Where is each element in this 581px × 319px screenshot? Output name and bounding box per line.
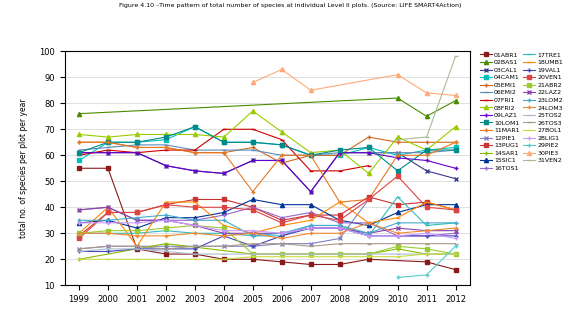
Legend: 01ABR1, 02BAS1, 03CAL1, 04CAM1, 05EMI1, 06EMI2, 07FRI1, 08FRI2, 09LAZ1, 10LOM1, : 01ABR1, 02BAS1, 03CAL1, 04CAM1, 05EMI1, …: [477, 50, 565, 174]
Y-axis label: total no. of species per plot per year: total no. of species per plot per year: [19, 99, 28, 238]
Text: Figure 4.10 –Time pattern of total number of species at individual Level II plot: Figure 4.10 –Time pattern of total numbe…: [119, 3, 462, 8]
